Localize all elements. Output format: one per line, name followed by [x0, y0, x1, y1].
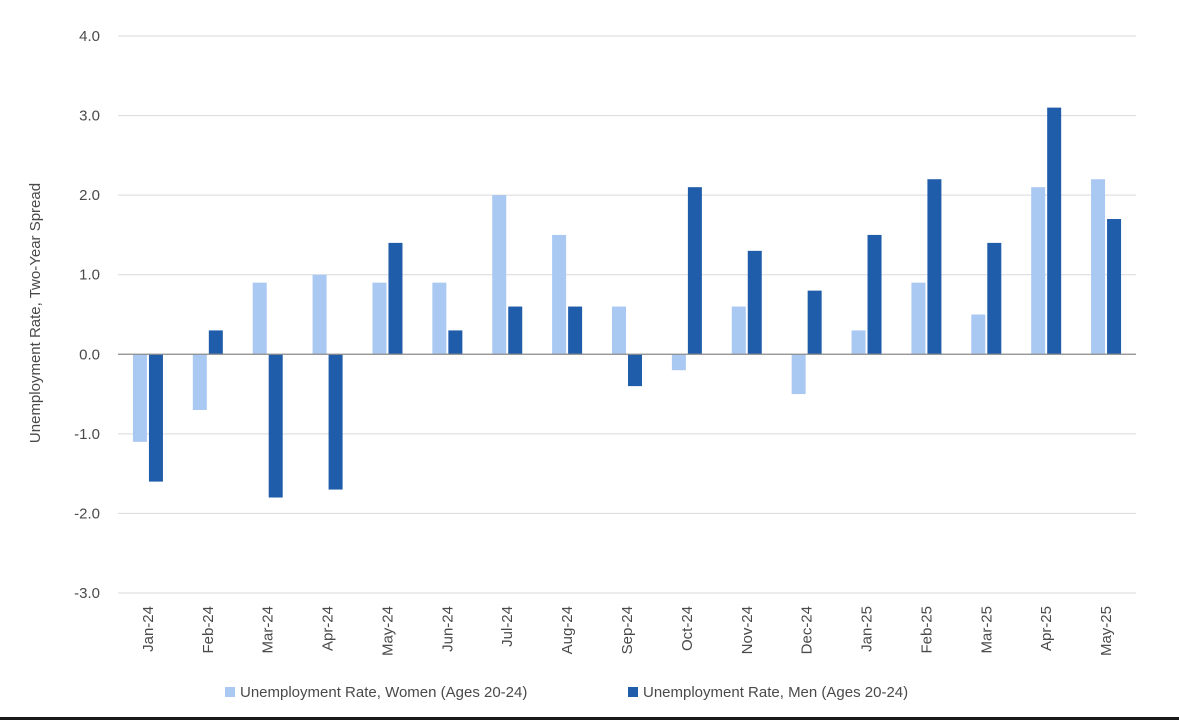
- y-axis-label: Unemployment Rate, Two-Year Spread: [27, 183, 44, 443]
- x-tick-label: Jan-25: [859, 606, 876, 652]
- bottom-border: [0, 717, 1179, 720]
- x-tick-label: Apr-24: [320, 606, 337, 651]
- y-tick-label: 3.0: [79, 108, 100, 125]
- x-axis-ticks: Jan-24 Feb-24 Mar-24 Apr-24 May-24 Jun-24 Jul-…: [140, 606, 1115, 656]
- legend-swatch-men: [628, 687, 638, 697]
- x-tick-label: Feb-24: [200, 606, 217, 654]
- x-tick-label: May-25: [1098, 606, 1115, 656]
- bar-women-apr-24: [312, 274, 327, 355]
- bar-women-feb-24: [192, 354, 207, 410]
- bar-men-jan-24: [148, 354, 163, 482]
- legend-swatch-women: [225, 687, 235, 697]
- bar-women-may-25: [1091, 179, 1106, 355]
- bar-men-jun-24: [448, 330, 463, 355]
- bar-men-mar-24: [268, 354, 283, 498]
- bar-men-apr-24: [328, 354, 343, 490]
- bar-women-mar-24: [252, 282, 267, 355]
- bar-women-jan-25: [851, 330, 866, 355]
- x-tick-label: Sep-24: [619, 606, 636, 654]
- y-tick-label: 4.0: [79, 28, 100, 45]
- x-tick-label: Feb-25: [918, 606, 935, 654]
- x-tick-label: Apr-25: [1038, 606, 1055, 651]
- bar-women-jun-24: [432, 282, 447, 355]
- y-tick-label: 1.0: [79, 267, 100, 284]
- legend-label-women: Unemployment Rate, Women (Ages 20-24): [240, 684, 527, 701]
- x-tick-label: Mar-24: [260, 606, 277, 654]
- bar-men-jul-24: [508, 306, 523, 355]
- bars: [118, 107, 1136, 498]
- bar-men-dec-24: [807, 290, 822, 355]
- bar-men-oct-24: [687, 187, 702, 355]
- bar-women-apr-25: [1031, 187, 1046, 355]
- x-tick-label: Jan-24: [140, 606, 157, 652]
- bar-men-nov-24: [747, 250, 762, 355]
- x-tick-label: May-24: [379, 606, 396, 656]
- bar-women-jan-24: [132, 354, 147, 442]
- x-tick-label: Jul-24: [499, 606, 516, 647]
- bar-women-oct-24: [671, 354, 686, 371]
- bar-men-may-24: [388, 242, 403, 355]
- x-tick-label: Jun-24: [439, 606, 456, 652]
- x-tick-label: Oct-24: [679, 606, 696, 651]
- bar-men-mar-25: [987, 242, 1002, 355]
- bar-women-nov-24: [731, 306, 746, 355]
- bar-women-jul-24: [492, 195, 507, 355]
- x-tick-label: Aug-24: [559, 606, 576, 654]
- bar-women-mar-25: [971, 314, 986, 355]
- bar-men-apr-25: [1047, 107, 1062, 355]
- legend-label-men: Unemployment Rate, Men (Ages 20-24): [643, 684, 908, 701]
- bar-men-feb-24: [208, 330, 223, 355]
- y-tick-label: 2.0: [79, 187, 100, 204]
- bar-men-sep-24: [628, 354, 642, 387]
- bar-women-dec-24: [791, 354, 806, 395]
- bar-men-aug-24: [568, 306, 583, 355]
- bar-women-aug-24: [552, 234, 567, 355]
- legend: Unemployment Rate, Women (Ages 20-24) Une…: [225, 684, 908, 701]
- y-tick-label: -2.0: [74, 505, 100, 522]
- y-tick-label: -1.0: [74, 426, 100, 443]
- bar-men-may-25: [1107, 219, 1122, 355]
- bar-women-feb-25: [911, 282, 926, 355]
- y-tick-label: 0.0: [79, 346, 100, 363]
- x-tick-label: Nov-24: [739, 606, 756, 654]
- bar-men-feb-25: [927, 179, 942, 355]
- bar-men-jan-25: [867, 234, 882, 355]
- bar-women-may-24: [372, 282, 387, 355]
- bar-women-sep-24: [612, 306, 626, 355]
- x-tick-label: Dec-24: [799, 606, 816, 654]
- y-tick-label: -3.0: [74, 585, 100, 602]
- x-tick-label: Mar-25: [978, 606, 995, 654]
- y-axis-ticks: 4.0 3.0 2.0 1.0 0.0 -1.0 -2.0 -3.0: [74, 28, 100, 602]
